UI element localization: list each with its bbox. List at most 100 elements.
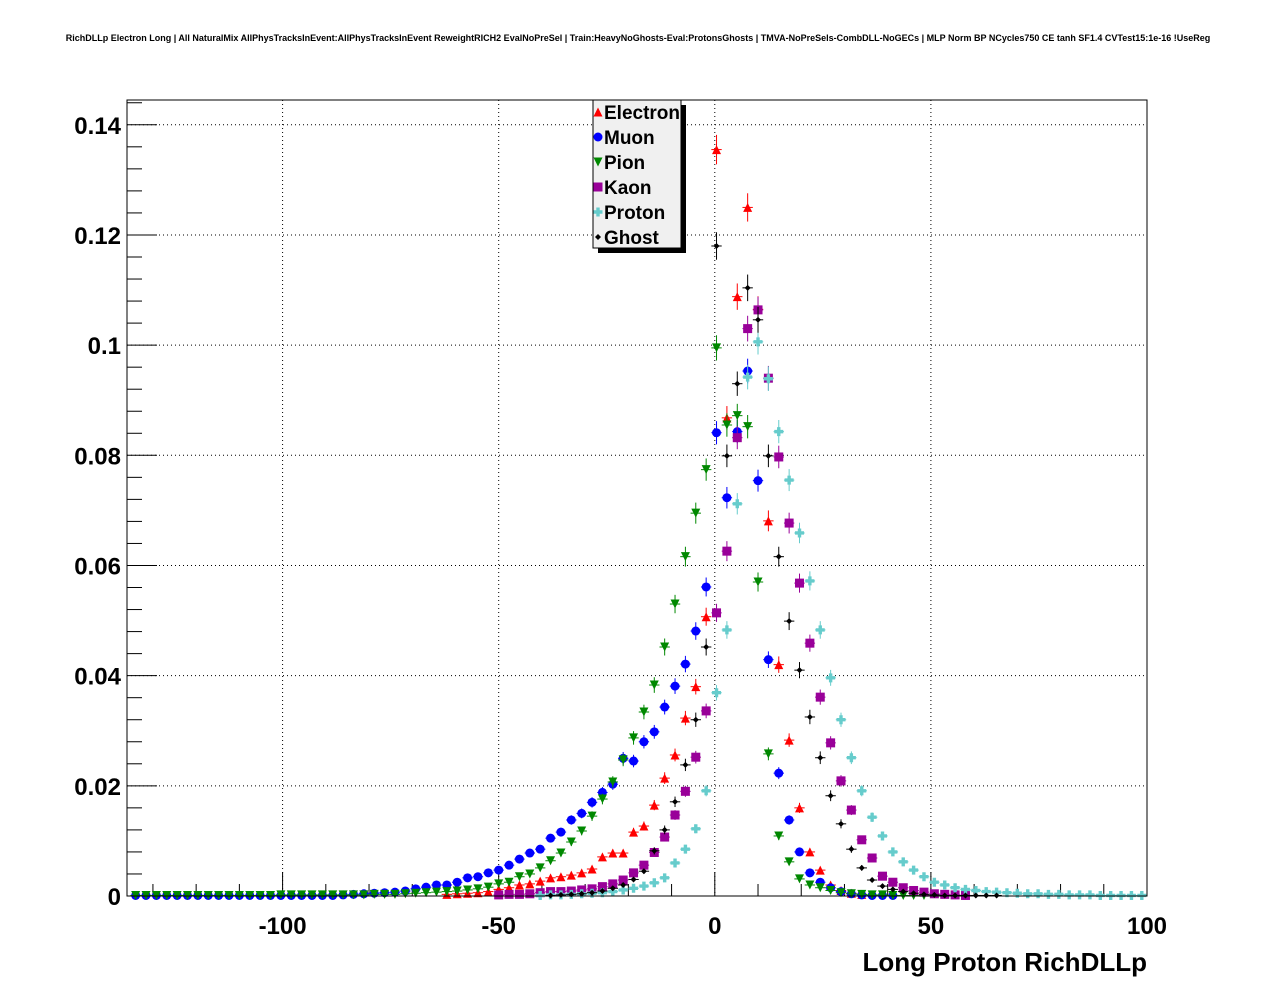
data-point <box>836 776 846 786</box>
data-point <box>701 582 711 592</box>
data-point <box>546 873 556 883</box>
legend-marker-muon <box>593 132 603 142</box>
y-tick-label: 0.06 <box>74 553 121 580</box>
data-point <box>815 883 825 893</box>
data-point <box>680 659 690 669</box>
data-point <box>245 890 255 900</box>
data-point <box>909 865 919 875</box>
data-point <box>535 863 545 873</box>
data-point <box>732 292 742 302</box>
series-proton <box>535 329 1147 900</box>
data-point <box>369 889 379 899</box>
data-point <box>504 889 514 899</box>
data-point <box>483 882 493 892</box>
data-point <box>712 428 722 438</box>
legend-marker-pion <box>593 157 603 167</box>
data-point <box>1054 889 1064 899</box>
data-point <box>234 890 244 900</box>
data-point <box>670 858 680 868</box>
legend: Electron Muon Pion Kaon Proton Ghost <box>592 99 686 253</box>
data-point <box>805 880 815 890</box>
data-point <box>774 427 784 437</box>
data-point <box>525 848 535 858</box>
data-point <box>898 883 908 893</box>
data-point <box>877 871 887 881</box>
data-point <box>1064 890 1074 900</box>
data-point <box>713 242 720 249</box>
data-point <box>972 892 979 899</box>
data-point <box>286 890 296 900</box>
data-point <box>900 888 907 895</box>
data-point <box>566 870 576 880</box>
x-tick-label: 100 <box>1127 913 1167 940</box>
data-point <box>589 889 596 896</box>
data-point <box>556 827 566 837</box>
y-tick-label: 0.02 <box>74 774 121 801</box>
x-axis-title: Long Proton RichDLLp <box>862 947 1147 977</box>
data-point <box>328 890 338 900</box>
data-point <box>784 735 794 745</box>
data-point <box>193 890 203 900</box>
data-point <box>682 761 689 768</box>
data-point <box>649 727 659 737</box>
data-point <box>680 786 690 796</box>
data-point <box>660 832 670 842</box>
data-point <box>826 673 836 683</box>
data-point <box>692 716 699 723</box>
data-point <box>556 848 566 858</box>
data-point <box>765 452 772 459</box>
data-point <box>836 888 846 898</box>
data-point <box>639 821 649 831</box>
data-point <box>578 890 585 897</box>
data-point <box>535 876 545 886</box>
data-point <box>162 890 172 900</box>
data-point <box>597 882 607 892</box>
data-point <box>992 887 1002 897</box>
data-point <box>473 872 483 882</box>
data-point <box>888 877 898 887</box>
data-point <box>535 890 545 900</box>
data-point <box>1106 890 1116 900</box>
data-point <box>670 810 680 820</box>
data-point <box>919 872 929 882</box>
data-points <box>130 134 1147 900</box>
data-point <box>597 794 607 804</box>
tick-labels: -100 -50 0 50 100 0 0.02 0.04 0.06 0.08 0.1 0.12 0.1… <box>74 113 1167 940</box>
data-point <box>941 892 948 899</box>
data-point <box>805 847 815 857</box>
data-point <box>857 889 867 899</box>
data-point <box>960 884 970 894</box>
data-point <box>784 857 794 867</box>
data-point <box>338 890 348 900</box>
y-tick-label: 0.12 <box>74 223 121 250</box>
data-point <box>400 889 410 899</box>
data-point <box>806 713 813 720</box>
data-point <box>1023 889 1033 899</box>
data-point <box>1075 890 1085 900</box>
data-point <box>651 847 658 854</box>
data-point <box>722 493 732 503</box>
data-point <box>971 885 981 895</box>
data-point <box>815 865 825 875</box>
data-point <box>630 876 637 883</box>
data-point <box>494 865 504 875</box>
data-point <box>805 576 815 586</box>
data-point <box>514 854 524 864</box>
data-point <box>660 642 670 652</box>
data-point <box>141 890 151 900</box>
data-point <box>1043 889 1053 899</box>
data-point <box>504 877 514 887</box>
data-point <box>734 380 741 387</box>
data-point <box>701 612 711 622</box>
data-point <box>805 638 815 648</box>
data-point <box>962 892 969 899</box>
data-point <box>639 737 649 747</box>
data-point <box>660 873 670 883</box>
data-point <box>722 546 732 556</box>
data-point <box>649 680 659 690</box>
data-point <box>463 873 473 883</box>
legend-label-muon: Muon <box>604 128 655 149</box>
data-point <box>722 625 732 635</box>
data-point <box>888 890 898 900</box>
